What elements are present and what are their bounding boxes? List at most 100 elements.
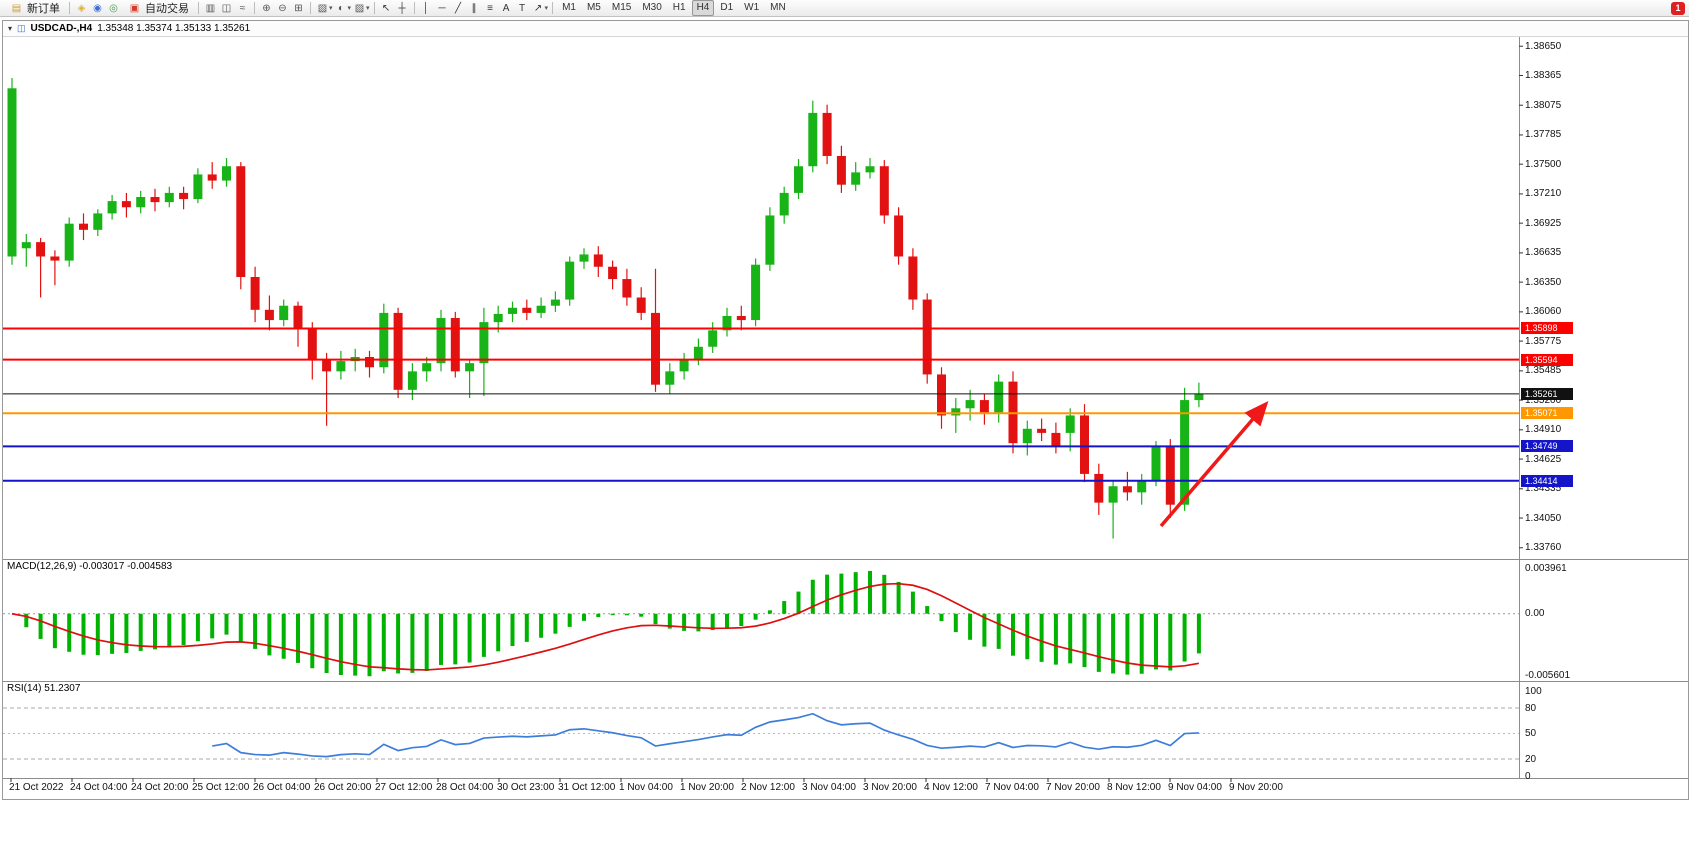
channel-icon[interactable]: ∥ [471, 2, 477, 14]
candle-body [150, 197, 160, 203]
candle-body [279, 305, 289, 321]
time-tick-label: 7 Nov 20:00 [1046, 782, 1100, 793]
candle-body [465, 363, 475, 372]
time-tick-label: 7 Nov 04:00 [985, 782, 1039, 793]
trendline-icon[interactable]: ╱ [455, 2, 462, 14]
price-tag-pivot-line: 1.35071 [1521, 407, 1573, 420]
time-tick-label: 24 Oct 20:00 [131, 782, 189, 793]
support-resistance-lines[interactable] [3, 327, 1519, 482]
timeframe-button-w1[interactable]: W1 [744, 2, 760, 13]
zoom-in-icon[interactable]: ⊕ [262, 2, 271, 14]
market-watch-icon[interactable]: ◉ [93, 2, 102, 14]
rsi-label: RSI(14) 51.2307 [7, 683, 81, 694]
time-tick-label: 31 Oct 12:00 [558, 782, 616, 793]
zoom-out-icon[interactable]: ⊖ [278, 2, 287, 14]
label-icon[interactable]: T [518, 2, 526, 14]
candle-body [879, 166, 889, 216]
cursor-icon[interactable]: ↖ [381, 2, 391, 14]
macd-signal-line [11, 582, 1200, 671]
candle-body [36, 242, 46, 257]
chart-canvas[interactable]: MACD(12,26,9) -0.003017 -0.004583 RSI(14… [3, 37, 1688, 799]
candle-body [1194, 393, 1204, 401]
new-order-icon: ▤ [11, 2, 22, 14]
time-tick-label: 3 Nov 04:00 [802, 782, 856, 793]
templates-icon-caret[interactable]: ▾ [366, 5, 370, 12]
macd-axis-zero: 0.00 [1525, 608, 1545, 620]
candle-body [64, 223, 74, 261]
candle-body [422, 363, 432, 372]
timeframe-button-h4[interactable]: H4 [691, 0, 715, 16]
candle-body [693, 346, 703, 360]
period-icon[interactable]: ◐ [337, 2, 345, 14]
metaeditor-icon[interactable]: ◈ [77, 2, 86, 14]
candle-body [865, 166, 875, 173]
timeframe-button-mn[interactable]: MN [770, 2, 786, 13]
candle-body [536, 305, 546, 313]
new-order-button-label: 新订单 [27, 3, 60, 15]
macd-histogram [24, 570, 1201, 677]
templates-icon[interactable]: ▨ [354, 2, 365, 14]
price-tick-label: 1.36925 [1525, 217, 1562, 229]
bar-chart-icon[interactable]: ▥ [205, 2, 216, 14]
candle-body [922, 299, 932, 375]
period-icon-caret[interactable]: ▾ [347, 5, 352, 12]
tile-windows-icon[interactable]: ⊞ [294, 2, 303, 14]
price-tick-label: 1.34335 [1525, 483, 1562, 495]
arrows-icon[interactable]: ↗ [533, 2, 543, 14]
candlestick-series[interactable] [7, 78, 1204, 539]
candle-body [322, 359, 332, 372]
fibonacci-icon[interactable]: ≡ [487, 2, 493, 14]
candle-body [450, 318, 460, 372]
candle-body [407, 371, 417, 390]
time-tick-label: 26 Oct 04:00 [253, 782, 311, 793]
candle-body [1094, 473, 1104, 503]
timeframe-button-h1[interactable]: H1 [672, 2, 686, 13]
candlestick-chart-icon[interactable]: ◫ [221, 2, 232, 14]
price-tick-label: 1.37500 [1525, 158, 1562, 170]
candle-body [250, 277, 260, 310]
vertical-line-icon[interactable]: │ [422, 2, 430, 14]
new-order-button[interactable]: ▤ 新订单 [4, 0, 65, 17]
toolbar-separator [198, 2, 199, 14]
chart-menu-icon[interactable]: ▾ [8, 24, 13, 33]
candle-body [7, 88, 17, 257]
price-tick-label: 1.37785 [1525, 129, 1562, 141]
crosshair-icon[interactable]: ┼ [398, 2, 406, 14]
horizontal-line-icon[interactable]: ─ [438, 2, 446, 14]
candle-body [736, 315, 746, 321]
candle-body [550, 299, 560, 306]
macd-axis-max: 0.003961 [1525, 563, 1567, 574]
candle-body [794, 166, 803, 193]
main-toolbar: ▤ 新订单 ◈ ◉ ◎ ▣ 自动交易 ▥ ◫ ≈ ⊕ ⊖ ⊞ ▧ ▾ ◐ ▾ ▨ ▾ ↖ ┼ │ ─ ╱ ∥ ≡ A T ↗ ▾ M1 M5 M… [0, 0, 1689, 17]
new-chart-icon-caret[interactable]: ▾ [329, 5, 333, 12]
timeframe-button-d1[interactable]: D1 [720, 2, 734, 13]
candle-body [565, 261, 575, 300]
data-window-icon[interactable]: ◎ [109, 2, 118, 14]
alert-icon[interactable]: 1 [1671, 1, 1685, 15]
candle-body [965, 400, 975, 409]
line-chart-icon[interactable]: ≈ [239, 2, 246, 14]
candle-body [21, 242, 31, 249]
new-chart-icon[interactable]: ▧ [317, 2, 328, 14]
text-icon[interactable]: A [502, 2, 510, 14]
timeframe-button-m1[interactable]: M1 [562, 2, 576, 13]
candle-body [765, 215, 775, 265]
arrows-icon-caret[interactable]: ▾ [544, 5, 549, 12]
candle-body [722, 315, 732, 331]
timeframe-button-m30[interactable]: M30 [642, 2, 662, 13]
candle-body [808, 112, 818, 167]
candle-body [593, 254, 603, 267]
timeframe-button-m5[interactable]: M5 [586, 2, 601, 13]
price-tick-label: 1.33760 [1525, 542, 1562, 554]
candle-body [1065, 415, 1075, 433]
time-tick-label: 24 Oct 04:00 [70, 782, 128, 793]
trend-arrow[interactable] [1159, 401, 1269, 528]
candle-body [222, 166, 231, 181]
candle-body [608, 266, 618, 280]
timeframe-button-m15[interactable]: M15 [611, 2, 632, 13]
toolbar-separator [373, 2, 375, 14]
toolbar-separator [552, 2, 554, 14]
candle-body [193, 174, 203, 200]
autotrading-button[interactable]: ▣ 自动交易 [122, 0, 194, 17]
candle-body [665, 371, 675, 385]
